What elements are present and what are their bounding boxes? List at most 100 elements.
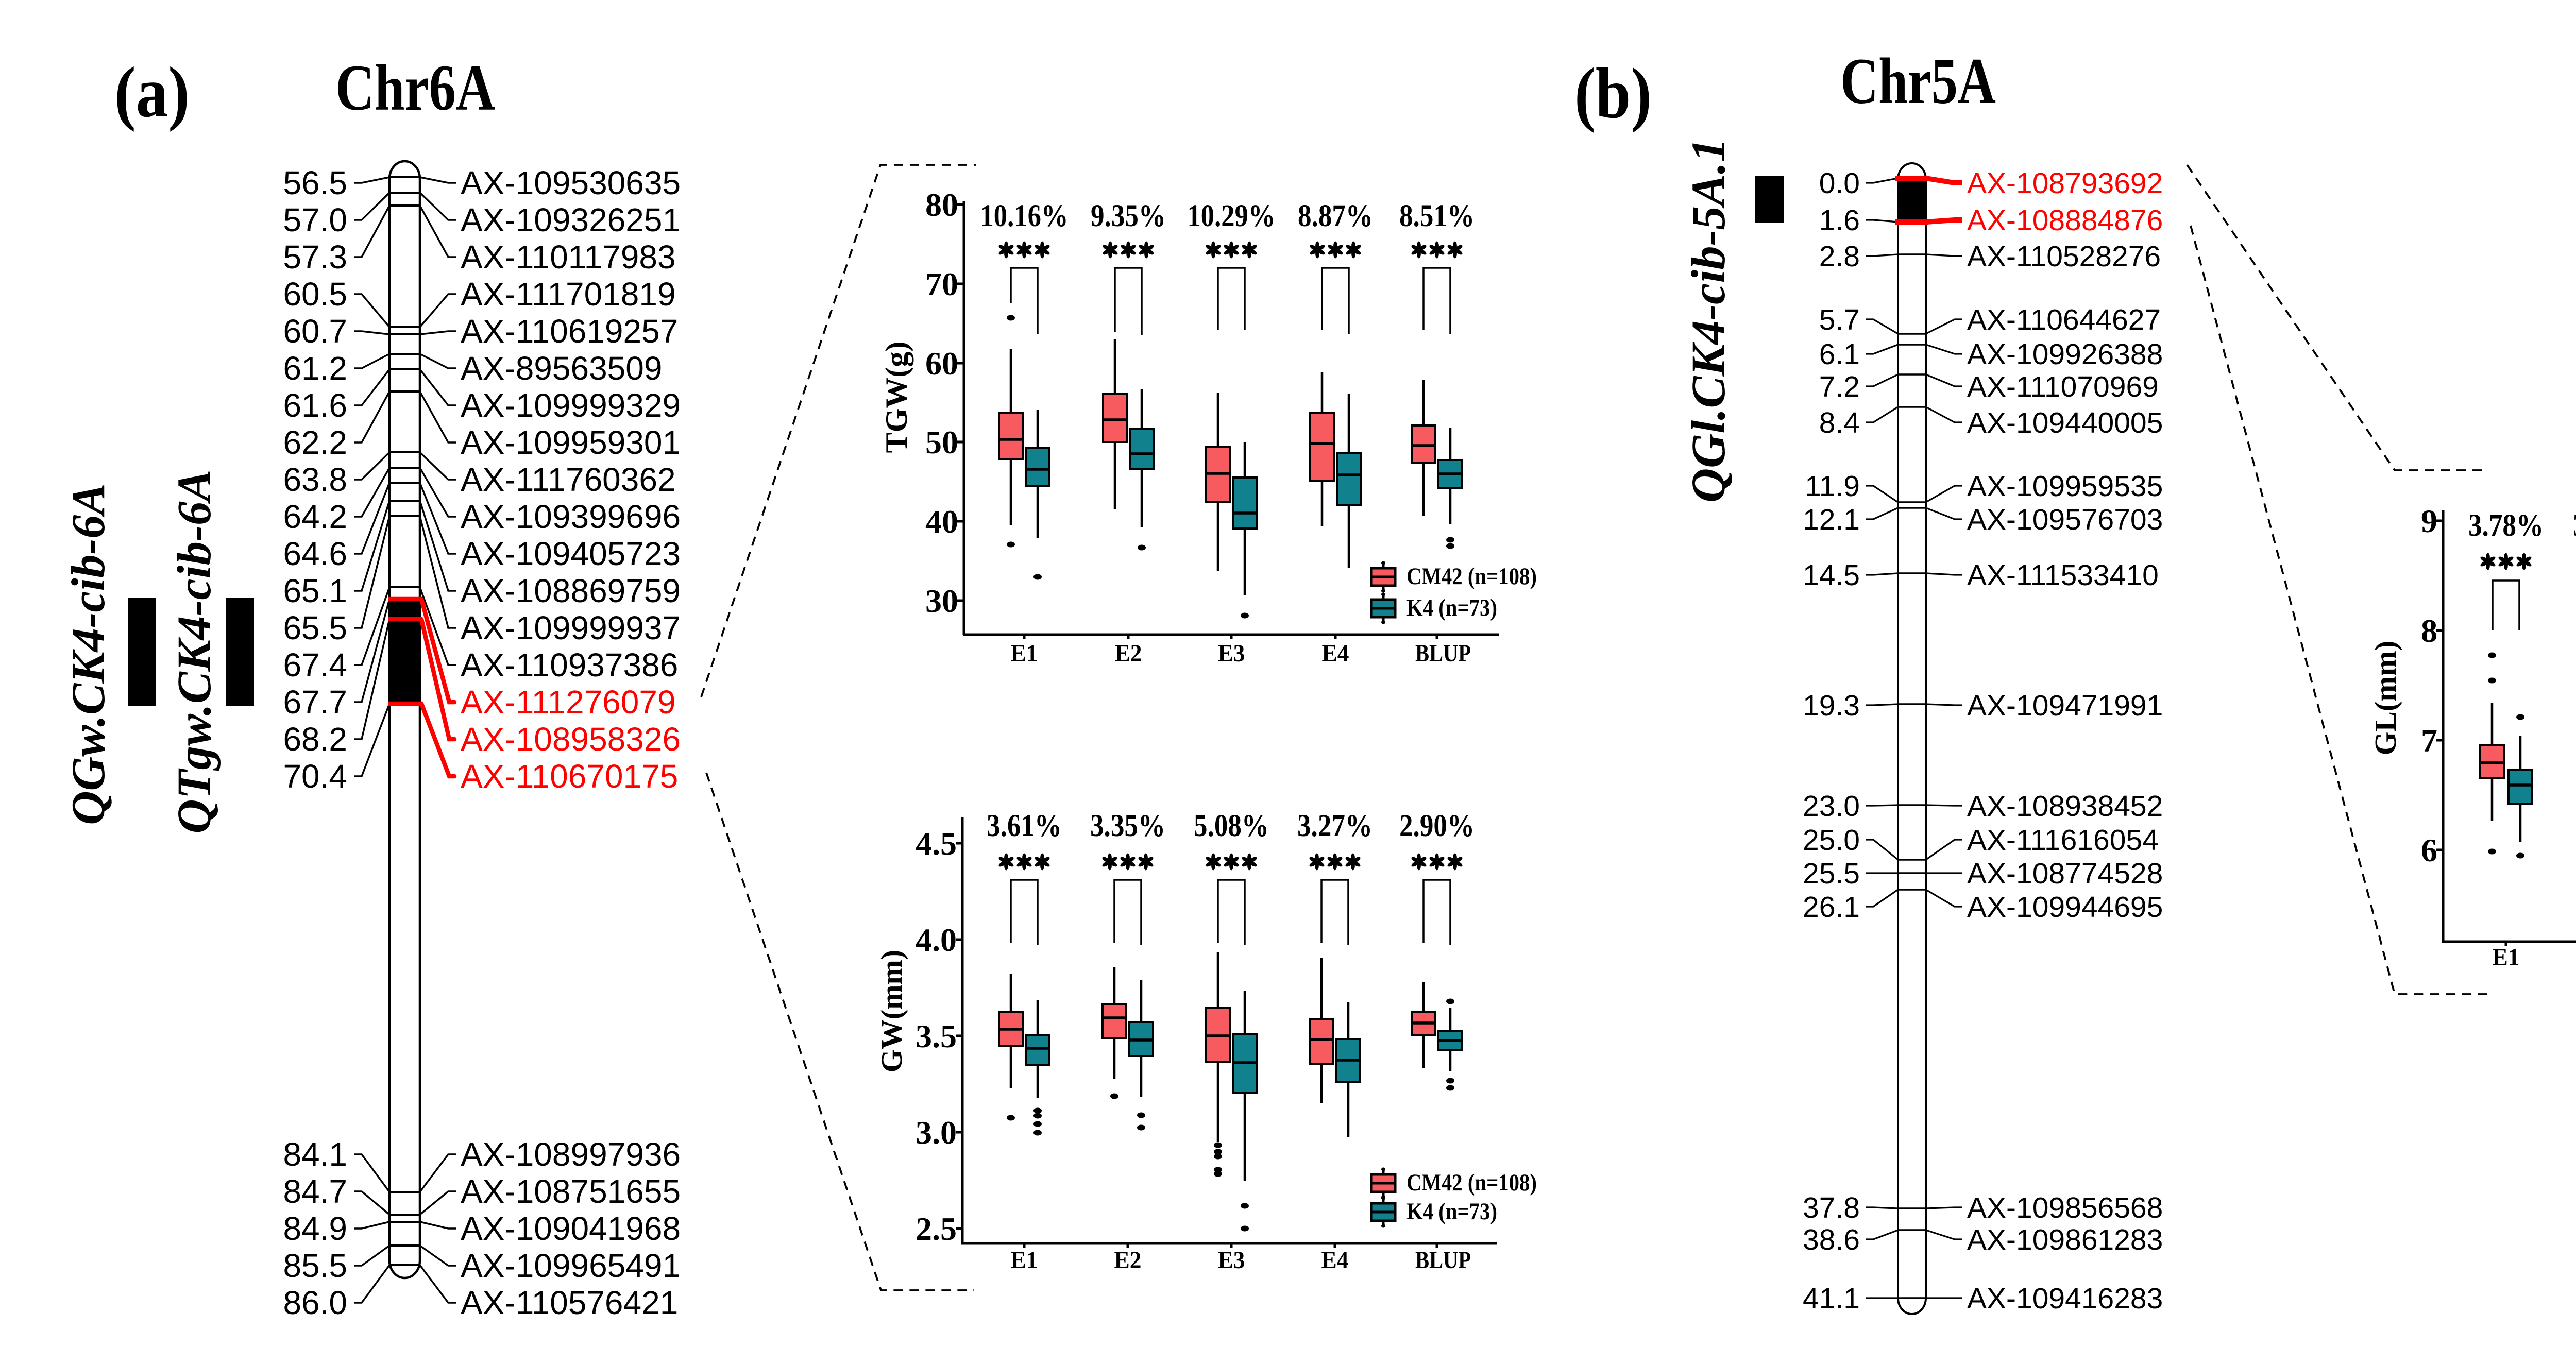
svg-text:Chr5A: Chr5A — [1840, 45, 1996, 117]
svg-text:2.8: 2.8 — [1819, 240, 1860, 273]
svg-text:5.7: 5.7 — [1819, 303, 1860, 336]
svg-text:AX-109856568: AX-109856568 — [1967, 1191, 2163, 1224]
svg-text:AX-109416283: AX-109416283 — [1967, 1282, 2163, 1315]
svg-text:10.29%: 10.29% — [1188, 199, 1276, 233]
svg-text:(a): (a) — [114, 53, 190, 132]
svg-text:AX-108774528: AX-108774528 — [1967, 857, 2163, 890]
svg-text:AX-108869759: AX-108869759 — [461, 572, 681, 609]
svg-text:AX-108884876: AX-108884876 — [1967, 204, 2163, 237]
svg-text:3.78%: 3.78% — [2468, 508, 2544, 543]
svg-text:K4 (n=73): K4 (n=73) — [1406, 594, 1497, 621]
svg-text:E1: E1 — [1011, 640, 1038, 667]
svg-text:(b): (b) — [1574, 54, 1652, 133]
svg-text:3.5: 3.5 — [916, 1018, 957, 1054]
svg-text:30: 30 — [925, 583, 958, 619]
svg-text:AX-109944695: AX-109944695 — [1967, 891, 2163, 924]
svg-text:68.2: 68.2 — [283, 721, 347, 758]
svg-text:14.5: 14.5 — [1803, 559, 1860, 592]
svg-text:TGW(g): TGW(g) — [879, 342, 913, 453]
svg-text:E2: E2 — [1115, 640, 1142, 667]
svg-text:AX-109041968: AX-109041968 — [461, 1210, 681, 1247]
svg-text:BLUP: BLUP — [1415, 640, 1471, 667]
svg-text:7.2: 7.2 — [1819, 370, 1860, 403]
svg-text:E1: E1 — [1011, 1247, 1038, 1274]
svg-text:AX-110117983: AX-110117983 — [461, 238, 676, 276]
svg-text:QTgw.CK4-cib-6A: QTgw.CK4-cib-6A — [168, 470, 221, 834]
svg-text:84.9: 84.9 — [283, 1210, 347, 1247]
svg-text:GW(mm): GW(mm) — [875, 950, 908, 1072]
svg-text:0.0: 0.0 — [1819, 167, 1860, 200]
svg-text:AX-108751655: AX-108751655 — [461, 1173, 681, 1210]
svg-text:AX-111760362: AX-111760362 — [461, 461, 676, 498]
svg-text:AX-111276079: AX-111276079 — [461, 684, 676, 721]
svg-text:40: 40 — [925, 503, 958, 540]
svg-text:5.08%: 5.08% — [1194, 809, 1269, 843]
svg-text:85.5: 85.5 — [283, 1247, 347, 1284]
svg-text:61.2: 61.2 — [283, 350, 347, 387]
svg-text:2.5: 2.5 — [916, 1210, 957, 1247]
svg-text:AX-111701819: AX-111701819 — [461, 276, 676, 313]
svg-text:60: 60 — [925, 345, 958, 382]
svg-text:86.0: 86.0 — [283, 1284, 347, 1321]
svg-text:10.16%: 10.16% — [980, 199, 1069, 233]
svg-text:26.1: 26.1 — [1803, 891, 1860, 924]
svg-text:AX-110937386: AX-110937386 — [461, 646, 678, 684]
svg-text:37.8: 37.8 — [1803, 1191, 1860, 1224]
svg-text:25.0: 25.0 — [1803, 824, 1860, 857]
svg-text:QGl.CK4-cib-5A.1: QGl.CK4-cib-5A.1 — [1682, 138, 1735, 503]
svg-text:AX-109576703: AX-109576703 — [1967, 503, 2163, 536]
svg-text:19.3: 19.3 — [1803, 689, 1860, 722]
svg-text:11.9: 11.9 — [1805, 470, 1860, 503]
svg-text:AX-89563509: AX-89563509 — [461, 350, 662, 387]
svg-text:CM42 (n=108): CM42 (n=108) — [1406, 1169, 1537, 1196]
svg-text:AX-109530635: AX-109530635 — [461, 164, 681, 201]
svg-text:84.1: 84.1 — [283, 1136, 347, 1173]
svg-text:3.61%: 3.61% — [987, 809, 1062, 843]
svg-text:E4: E4 — [1322, 640, 1349, 667]
svg-text:CM42 (n=108): CM42 (n=108) — [1406, 563, 1537, 590]
svg-text:AX-109959535: AX-109959535 — [1967, 470, 2163, 503]
svg-text:62.2: 62.2 — [283, 424, 347, 461]
svg-text:GL(mm): GL(mm) — [2368, 641, 2402, 756]
svg-text:8: 8 — [2421, 612, 2437, 649]
svg-text:AX-109326251: AX-109326251 — [461, 201, 681, 238]
svg-text:25.5: 25.5 — [1803, 857, 1860, 890]
svg-text:65.5: 65.5 — [283, 609, 347, 646]
svg-text:K4 (n=73): K4 (n=73) — [1406, 1198, 1497, 1225]
svg-text:AX-110576421: AX-110576421 — [461, 1284, 678, 1321]
svg-text:41.1: 41.1 — [1803, 1282, 1860, 1315]
svg-text:1.6: 1.6 — [1819, 204, 1860, 237]
svg-text:AX-109999937: AX-109999937 — [461, 609, 681, 646]
svg-text:2.90%: 2.90% — [1399, 809, 1475, 843]
svg-text:AX-110644627: AX-110644627 — [1967, 303, 2161, 336]
svg-text:65.1: 65.1 — [283, 572, 347, 609]
svg-text:AX-111533410: AX-111533410 — [1967, 559, 2159, 592]
svg-text:8.51%: 8.51% — [1399, 199, 1475, 233]
svg-text:67.4: 67.4 — [283, 646, 347, 684]
svg-text:AX-108997936: AX-108997936 — [461, 1136, 681, 1173]
svg-text:38.6: 38.6 — [1803, 1223, 1860, 1256]
svg-text:E3: E3 — [1218, 1247, 1245, 1274]
svg-text:E2: E2 — [1114, 1247, 1142, 1274]
svg-text:6.1: 6.1 — [1819, 338, 1860, 371]
svg-text:AX-108938452: AX-108938452 — [1967, 790, 2163, 823]
svg-text:64.2: 64.2 — [283, 498, 347, 535]
svg-text:3.27%: 3.27% — [1297, 809, 1372, 843]
svg-text:67.7: 67.7 — [283, 684, 347, 721]
svg-text:E4: E4 — [1321, 1247, 1349, 1274]
svg-text:AX-108793692: AX-108793692 — [1967, 167, 2163, 200]
svg-text:60.7: 60.7 — [283, 313, 347, 350]
svg-text:8.4: 8.4 — [1819, 406, 1860, 439]
svg-text:63.8: 63.8 — [283, 461, 347, 498]
svg-text:6: 6 — [2421, 832, 2437, 868]
svg-text:8.87%: 8.87% — [1298, 199, 1373, 233]
svg-text:60.5: 60.5 — [283, 276, 347, 313]
svg-text:QGw.CK4-cib-6A: QGw.CK4-cib-6A — [62, 483, 114, 825]
svg-text:BLUP: BLUP — [1415, 1247, 1471, 1274]
svg-text:E1: E1 — [2493, 944, 2520, 971]
svg-text:AX-109861283: AX-109861283 — [1967, 1223, 2163, 1256]
svg-text:AX-110619257: AX-110619257 — [461, 313, 678, 350]
svg-text:12.1: 12.1 — [1803, 503, 1860, 536]
svg-text:64.6: 64.6 — [283, 535, 347, 572]
svg-text:AX-108958326: AX-108958326 — [461, 721, 681, 758]
